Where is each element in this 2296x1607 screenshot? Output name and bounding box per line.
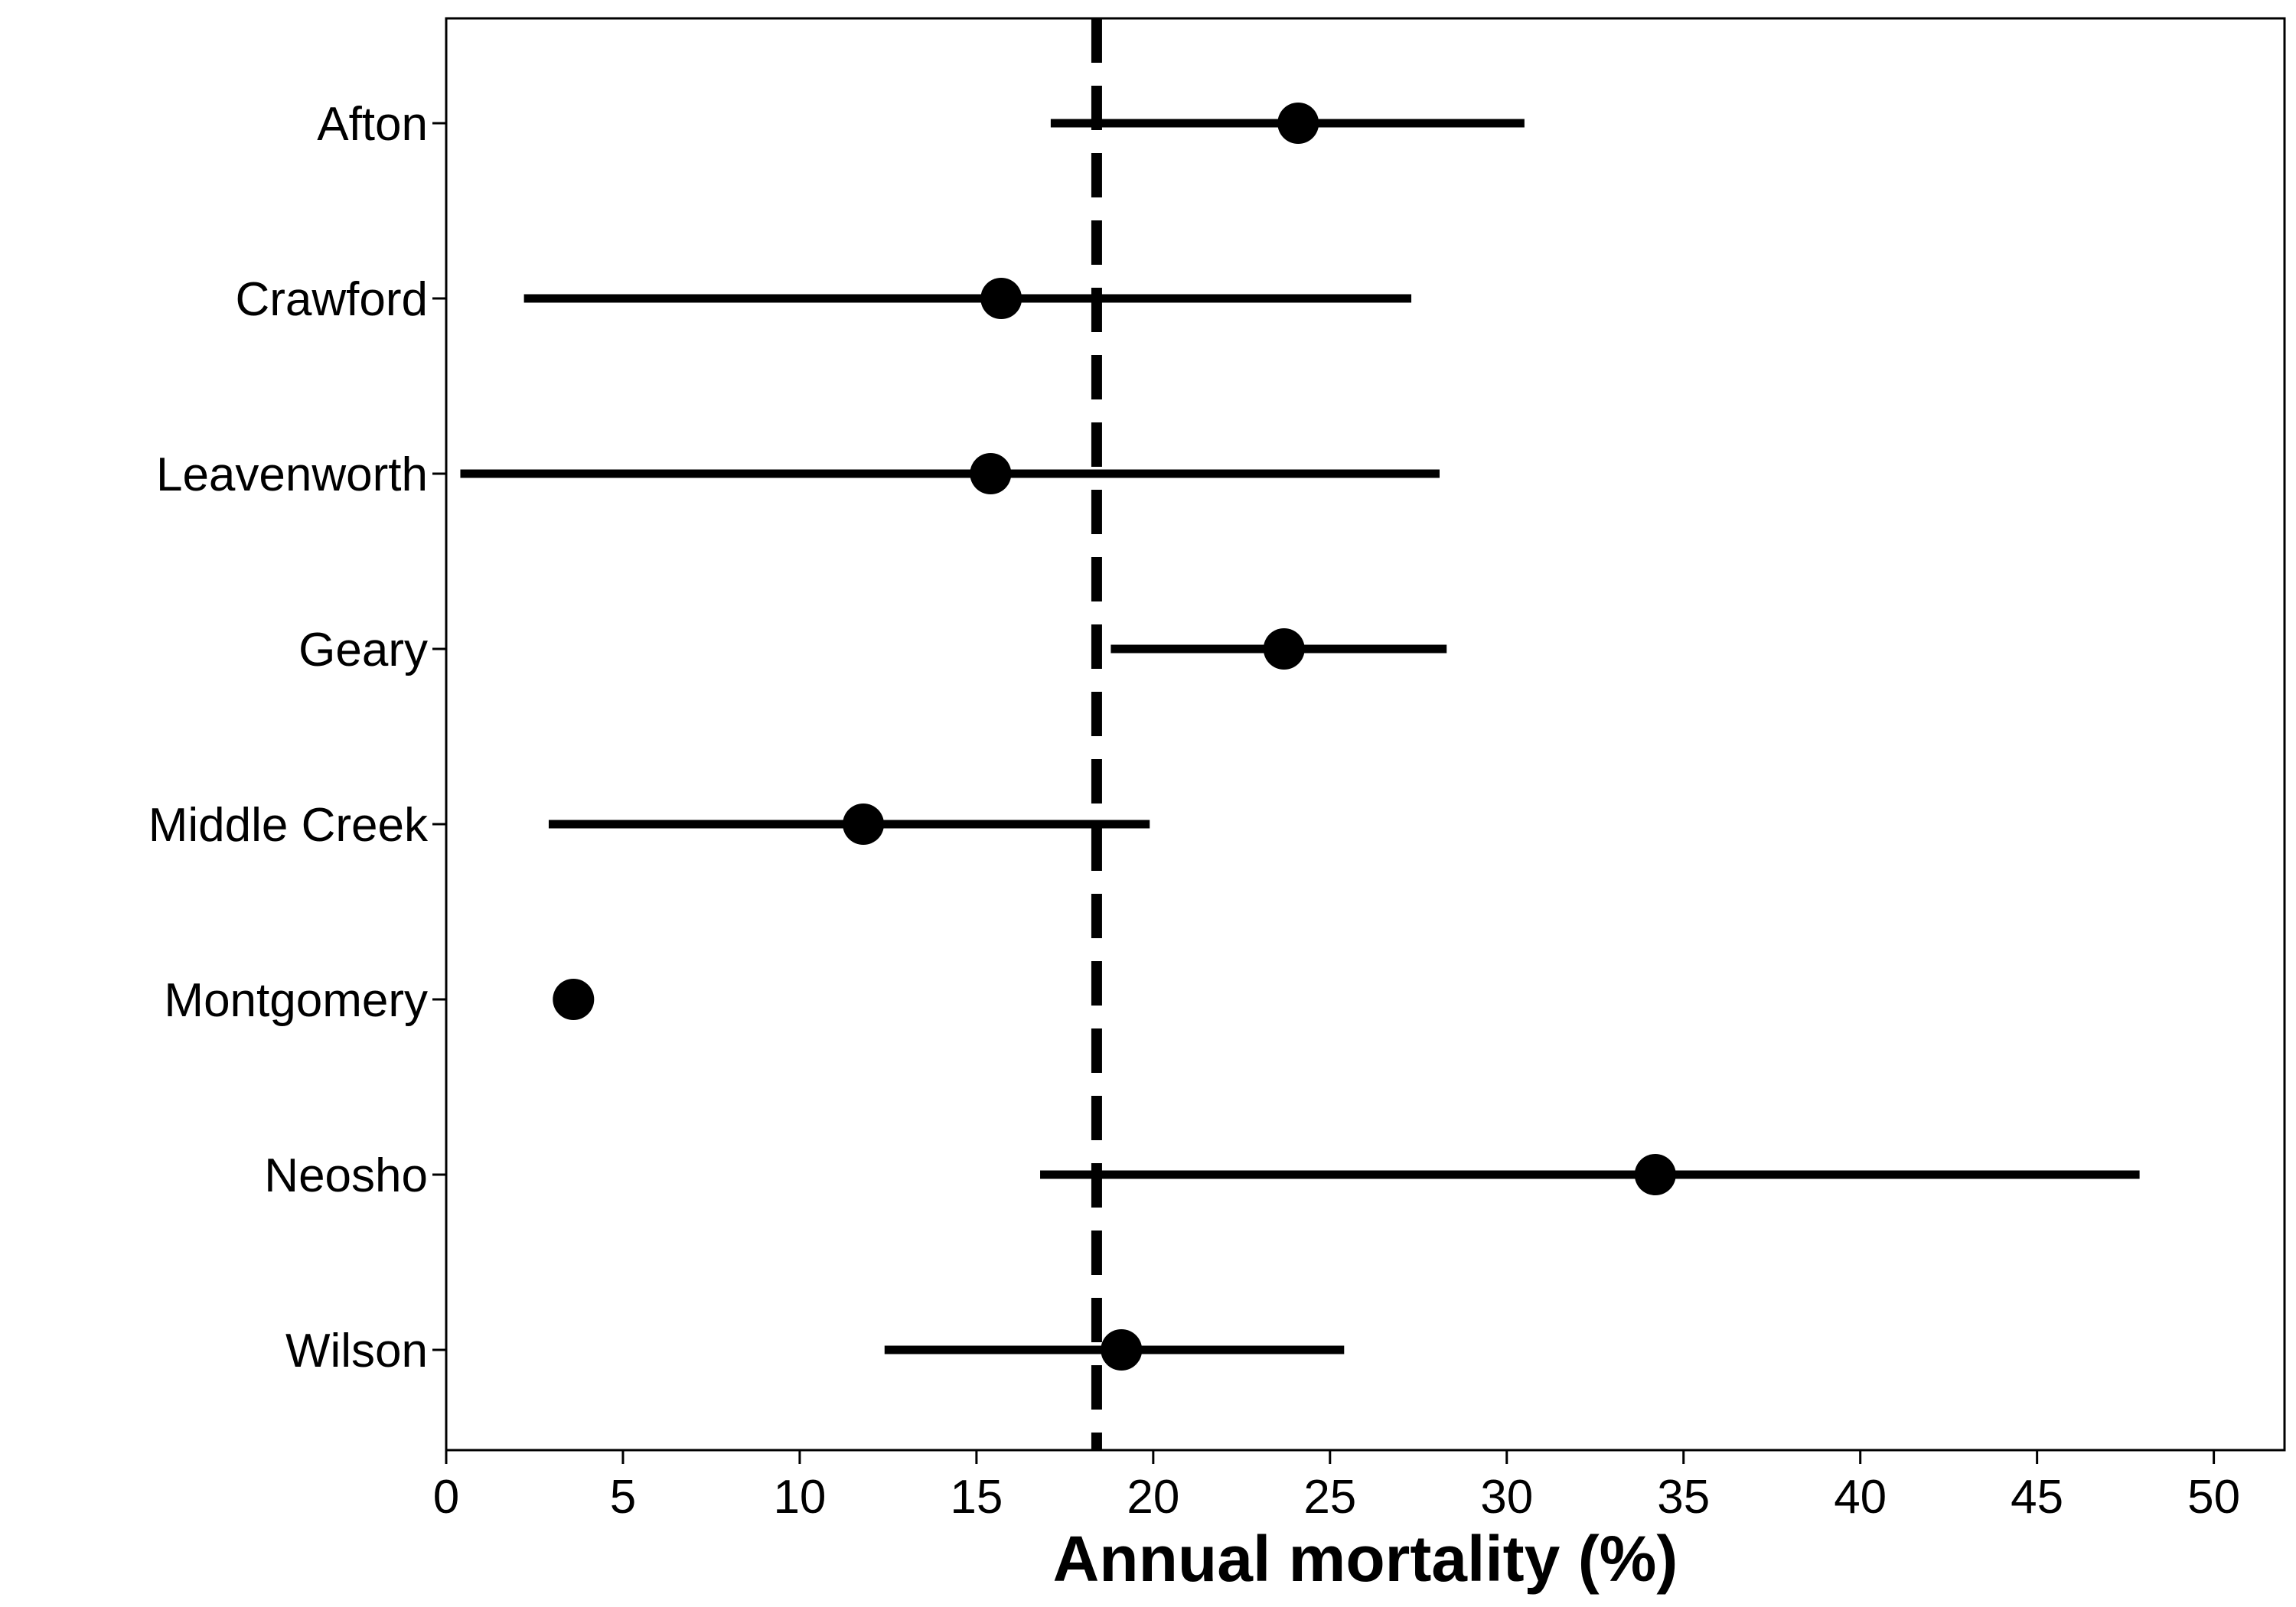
y-tick-label: Neosho [264, 1149, 428, 1202]
estimate-point [553, 979, 595, 1020]
axis-ticks-layer: 0 5 10 15 20 25 30 35 40 45 50 Afton Crawford Leavenw… [148, 98, 2240, 1524]
estimate-point [843, 804, 885, 845]
x-tick-label: 20 [1127, 1471, 1179, 1524]
estimate-point [1101, 1329, 1143, 1371]
estimate-point [1634, 1154, 1676, 1195]
y-tick-label: Geary [298, 624, 428, 676]
x-tick-label: 5 [610, 1471, 636, 1524]
x-tick-label: 40 [1834, 1471, 1887, 1524]
y-tick-label: Wilson [285, 1325, 428, 1377]
estimate-point [970, 453, 1012, 494]
estimate-point [1277, 103, 1319, 144]
x-tick-label: 35 [1657, 1471, 1710, 1524]
x-tick-label: 30 [1480, 1471, 1533, 1524]
x-tick-label: 10 [773, 1471, 826, 1524]
estimate-point [980, 278, 1022, 319]
x-tick-label: 50 [2187, 1471, 2240, 1524]
estimate-point [1263, 628, 1305, 670]
y-tick-label: Middle Creek [148, 799, 429, 852]
x-tick-label: 15 [950, 1471, 1003, 1524]
plot-panel [445, 17, 2286, 1452]
x-tick-label: 0 [433, 1471, 459, 1524]
y-tick-label: Leavenworth [156, 448, 428, 501]
x-tick-label: 25 [1303, 1471, 1356, 1524]
y-tick-label: Afton [317, 98, 428, 151]
points-layer [553, 103, 1676, 1371]
y-tick-label: Montgomery [164, 974, 428, 1027]
x-axis-title: Annual mortality (%) [1053, 1523, 1678, 1595]
x-tick-label: 45 [2011, 1471, 2063, 1524]
whiskers-layer [460, 119, 2140, 1354]
y-tick-label: Crawford [235, 273, 428, 326]
